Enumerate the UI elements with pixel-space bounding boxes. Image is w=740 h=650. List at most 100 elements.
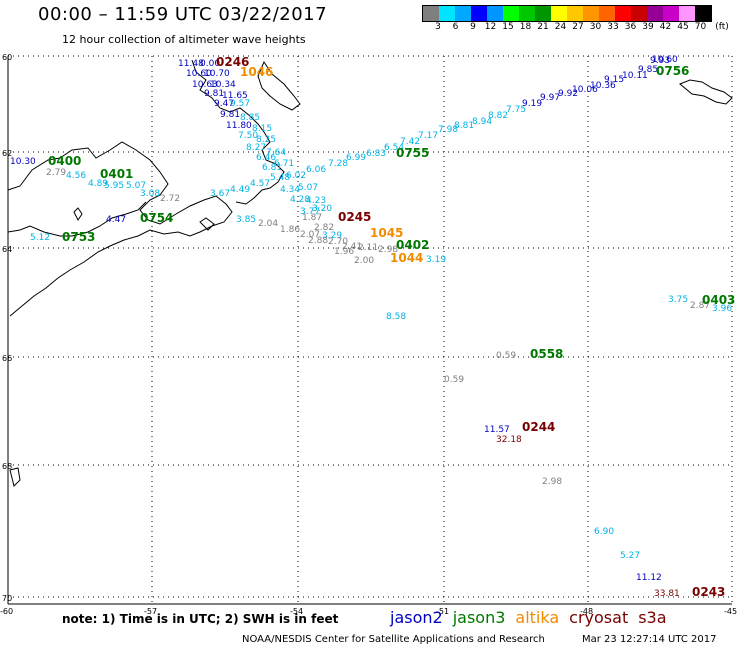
pass-time-label: 0243 bbox=[692, 585, 725, 599]
swh-value: 33.81 bbox=[654, 589, 680, 599]
swh-value: 10.06 bbox=[572, 85, 598, 95]
swh-value: 4.56 bbox=[66, 171, 86, 181]
swh-value: 2.11 bbox=[358, 243, 378, 253]
coastline-greenland-inner bbox=[7, 201, 147, 237]
swh-value: 2.00 bbox=[354, 256, 374, 266]
color-scale-label: 6 bbox=[452, 22, 459, 32]
swh-value: 6.99 bbox=[346, 153, 366, 163]
coastline-cape-farewell-east bbox=[257, 60, 301, 111]
swh-value: 10.36 bbox=[590, 81, 616, 91]
swh-value: 4.49 bbox=[230, 185, 250, 195]
swh-value: 8.94 bbox=[472, 117, 492, 127]
color-scale-bar bbox=[422, 5, 712, 22]
lon-label: -45 bbox=[724, 607, 737, 616]
color-swatch bbox=[599, 6, 615, 21]
swh-value: 11.57 bbox=[484, 425, 510, 435]
swh-value: 9.19 bbox=[522, 99, 542, 109]
legend-item-jason3: jason3 bbox=[452, 608, 506, 627]
legend-item-cryosat: cryosat bbox=[569, 608, 629, 627]
swh-value: 1.86 bbox=[280, 225, 300, 235]
swh-value: 5.07 bbox=[298, 183, 318, 193]
pass-time-label: 1044 bbox=[390, 251, 423, 265]
map-grid bbox=[7, 55, 733, 604]
swh-value: 8.81 bbox=[454, 121, 474, 131]
swh-value: 10.70 bbox=[204, 69, 230, 79]
swh-value: 10.34 bbox=[210, 80, 236, 90]
swh-value: 2.98 bbox=[542, 477, 562, 487]
pass-time-label: 1046 bbox=[240, 65, 273, 79]
swh-value: 2.88 bbox=[308, 236, 328, 246]
swh-value: 9.81 bbox=[220, 110, 240, 120]
color-scale-label: 36 bbox=[624, 22, 637, 32]
pass-time-label: 0402 bbox=[396, 238, 429, 252]
swh-value: 3.08 bbox=[140, 189, 160, 199]
coastline-iceland-west bbox=[679, 79, 733, 105]
swh-value: 3.75 bbox=[668, 295, 688, 305]
swh-value: 7.42 bbox=[400, 137, 420, 147]
coastline-greenland-south bbox=[7, 141, 233, 317]
swh-value: 9.85 bbox=[638, 65, 658, 75]
lon-label: -48 bbox=[580, 607, 593, 616]
swh-value: 9.92 bbox=[558, 89, 578, 99]
lon-label: -57 bbox=[144, 607, 157, 616]
color-scale-label: (ft) bbox=[715, 22, 729, 32]
lat-label: 66 bbox=[2, 354, 12, 363]
chart-subtitle: 12 hour collection of altimeter wave hei… bbox=[62, 33, 306, 46]
swh-value: 8.25 bbox=[256, 135, 276, 145]
swh-value: 6.81 bbox=[262, 163, 282, 173]
swh-value: 0.00 bbox=[200, 59, 220, 69]
swh-value: 10.63 bbox=[192, 80, 218, 90]
swh-value: 4.28 bbox=[290, 195, 310, 205]
color-swatch bbox=[631, 6, 647, 21]
swh-value: 2.07 bbox=[300, 230, 320, 240]
swh-value: 5.48 bbox=[270, 173, 290, 183]
swh-value: 2.72 bbox=[160, 194, 180, 204]
swh-value: 1.87 bbox=[302, 213, 322, 223]
swh-value: 32.18 bbox=[496, 435, 522, 445]
swh-value: 4.89 bbox=[88, 179, 108, 189]
swh-value: 0.59 bbox=[444, 375, 464, 385]
swh-value: 4.23 bbox=[306, 196, 326, 206]
swh-value: 11.48 bbox=[178, 59, 204, 69]
lat-label: 68 bbox=[2, 462, 12, 471]
swh-value: 9.93 bbox=[650, 56, 670, 66]
color-swatch bbox=[487, 6, 503, 21]
swh-value: 7.17 bbox=[418, 131, 438, 141]
swh-value: 10.30 bbox=[10, 157, 36, 167]
swh-value: 6.06 bbox=[306, 165, 326, 175]
color-scale-label: 21 bbox=[537, 22, 549, 32]
pass-time-label: 0400 bbox=[48, 154, 81, 168]
swh-value: 7.75 bbox=[506, 105, 526, 115]
color-scale-label: 12 bbox=[484, 22, 497, 32]
swh-value: 9.97 bbox=[540, 93, 560, 103]
credit-line: NOAA/NESDIS Center for Satellite Applica… bbox=[242, 634, 545, 645]
swh-value: 2.04 bbox=[258, 219, 278, 229]
swh-value: 10.11 bbox=[622, 71, 648, 81]
legend-item-altika: altika bbox=[515, 608, 560, 627]
pass-time-label: 0755 bbox=[396, 146, 429, 160]
swh-value: 4.34 bbox=[280, 185, 300, 195]
swh-value: 9.57 bbox=[230, 99, 250, 109]
generated-timestamp: Mar 23 12:27:14 UTC 2017 bbox=[582, 634, 717, 645]
pass-time-label: 0753 bbox=[62, 230, 95, 244]
swh-value: 3.29 bbox=[322, 231, 342, 241]
color-swatch bbox=[615, 6, 631, 21]
swh-value: 9.15 bbox=[604, 75, 624, 85]
color-scale-labels: 3 6 9 12 15 18 21 24 27 30 33 36 39 42 45 70 (ft) bbox=[422, 22, 740, 34]
satellite-legend: jason2 jason3 altika cryosat s3a bbox=[390, 608, 677, 627]
swh-value: 11.65 bbox=[222, 91, 248, 101]
lat-label: 62 bbox=[2, 149, 12, 158]
swh-value: 2.98 bbox=[378, 245, 398, 255]
pass-time-label: 0754 bbox=[140, 211, 173, 225]
swh-value: 8.27 bbox=[246, 143, 266, 153]
swh-value: 8.58 bbox=[386, 312, 406, 322]
swh-value: 2.79 bbox=[46, 168, 66, 178]
color-scale-label: 39 bbox=[642, 22, 654, 32]
coastline-islands bbox=[9, 207, 215, 487]
color-scale-label: 33 bbox=[607, 22, 619, 32]
pass-time-label: 1045 bbox=[370, 226, 403, 240]
lat-label: 60 bbox=[2, 53, 12, 62]
swh-value: 6.83 bbox=[366, 149, 386, 159]
swh-value: 6.71 bbox=[274, 159, 294, 169]
